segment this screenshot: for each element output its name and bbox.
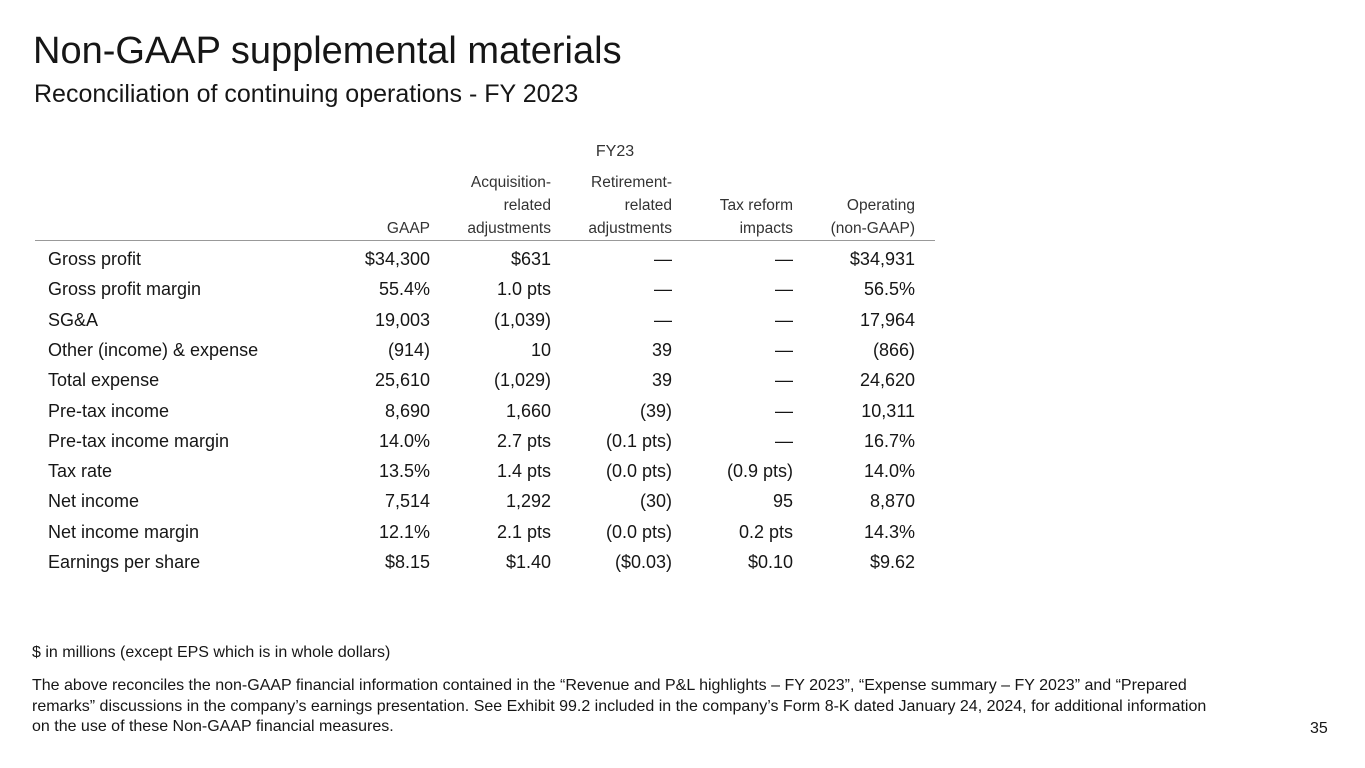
cell-value: — bbox=[775, 339, 793, 360]
cell-value: $631 bbox=[510, 249, 551, 269]
cell-value: 1.0 pts bbox=[496, 279, 551, 300]
cell-value: (0.0 pts) bbox=[605, 461, 672, 482]
cell-value: 8,870 bbox=[869, 491, 915, 512]
title: Non-GAAP supplemental materials bbox=[33, 30, 622, 72]
cell-value: 12.1% bbox=[378, 521, 430, 542]
row-label: SG&A bbox=[48, 309, 99, 330]
cell-value: ($0.03) bbox=[614, 552, 672, 572]
column-header: Acquisition- bbox=[470, 174, 551, 191]
cell-value: (30) bbox=[639, 491, 672, 512]
cell-value: 16.7% bbox=[863, 430, 915, 451]
page-number: 35 bbox=[1310, 720, 1328, 737]
cell-value: 39 bbox=[651, 370, 672, 391]
column-header: (non-GAAP) bbox=[830, 220, 915, 237]
cell-value: $34,931 bbox=[849, 249, 915, 269]
subtitle: Reconciliation of continuing operations … bbox=[34, 80, 579, 108]
cell-value: 2.7 pts bbox=[496, 430, 551, 451]
cell-value: 55.4% bbox=[378, 279, 430, 300]
cell-value: 39 bbox=[651, 339, 672, 360]
units-note: $ in millions (except EPS which is in wh… bbox=[32, 644, 391, 661]
row-label: Tax rate bbox=[48, 461, 113, 482]
row-label: Earnings per share bbox=[48, 552, 201, 572]
cell-value: 2.1 pts bbox=[496, 521, 551, 542]
header-rule bbox=[35, 240, 935, 241]
row-label: Total expense bbox=[48, 370, 160, 391]
cell-value: 95 bbox=[772, 491, 793, 512]
group-header: FY23 bbox=[595, 143, 635, 160]
cell-value: $1.40 bbox=[505, 552, 551, 572]
column-header: adjustments bbox=[467, 220, 551, 237]
cell-value: 56.5% bbox=[863, 279, 915, 300]
cell-value: (0.1 pts) bbox=[605, 430, 672, 451]
cell-value: — bbox=[654, 249, 672, 269]
cell-value: 0.2 pts bbox=[738, 521, 793, 542]
row-label: Pre-tax income margin bbox=[48, 430, 230, 451]
cell-value: 10 bbox=[530, 339, 551, 360]
cell-value: (914) bbox=[387, 339, 430, 360]
column-header: related bbox=[503, 197, 551, 214]
cell-value: 7,514 bbox=[384, 491, 430, 512]
cell-value: 1,660 bbox=[505, 400, 551, 421]
footnote: The above reconciles the non-GAAP financ… bbox=[32, 677, 1207, 735]
column-header: GAAP bbox=[386, 220, 430, 237]
cell-value: — bbox=[654, 309, 672, 330]
cell-value: 25,610 bbox=[374, 370, 430, 391]
column-header: Tax reform bbox=[719, 197, 793, 214]
cell-value: $8.15 bbox=[384, 552, 430, 572]
cell-value: 1.4 pts bbox=[496, 461, 551, 482]
cell-value: — bbox=[775, 249, 793, 269]
cell-value: (0.0 pts) bbox=[605, 521, 672, 542]
cell-value: 14.3% bbox=[863, 521, 915, 542]
cell-value: 10,311 bbox=[861, 400, 915, 421]
cell-value: (1,029) bbox=[493, 370, 551, 391]
cell-value: 19,003 bbox=[374, 309, 430, 330]
cell-value: $0.10 bbox=[747, 552, 793, 572]
row-label: Net income margin bbox=[48, 521, 200, 542]
row-label: Net income bbox=[48, 491, 140, 512]
cell-value: — bbox=[775, 370, 793, 391]
cell-value: 14.0% bbox=[863, 461, 915, 482]
cell-value: $9.62 bbox=[869, 552, 915, 572]
cell-value: — bbox=[775, 400, 793, 421]
row-label: Gross profit bbox=[48, 249, 142, 269]
cell-value: 17,964 bbox=[859, 309, 915, 330]
cell-value: 14.0% bbox=[378, 430, 430, 451]
column-header: adjustments bbox=[588, 220, 672, 237]
column-header: impacts bbox=[739, 220, 793, 237]
column-header: related bbox=[624, 197, 672, 214]
cell-value: (0.9 pts) bbox=[726, 461, 793, 482]
cell-value: (1,039) bbox=[493, 309, 551, 330]
cell-value: 13.5% bbox=[378, 461, 430, 482]
cell-value: — bbox=[775, 279, 793, 300]
row-label: Other (income) & expense bbox=[48, 339, 259, 360]
cell-value: $34,300 bbox=[364, 249, 430, 269]
cell-value: 1,292 bbox=[505, 491, 551, 512]
cell-value: (39) bbox=[639, 400, 672, 421]
cell-value: (866) bbox=[872, 339, 915, 360]
cell-value: 24,620 bbox=[859, 370, 915, 391]
row-label: Pre-tax income bbox=[48, 400, 170, 421]
cell-value: — bbox=[775, 430, 793, 451]
row-label: Gross profit margin bbox=[48, 279, 202, 300]
cell-value: — bbox=[654, 279, 672, 300]
column-header: Retirement- bbox=[591, 174, 672, 191]
column-header: Operating bbox=[846, 197, 915, 214]
cell-value: — bbox=[775, 309, 793, 330]
cell-value: 8,690 bbox=[384, 400, 430, 421]
